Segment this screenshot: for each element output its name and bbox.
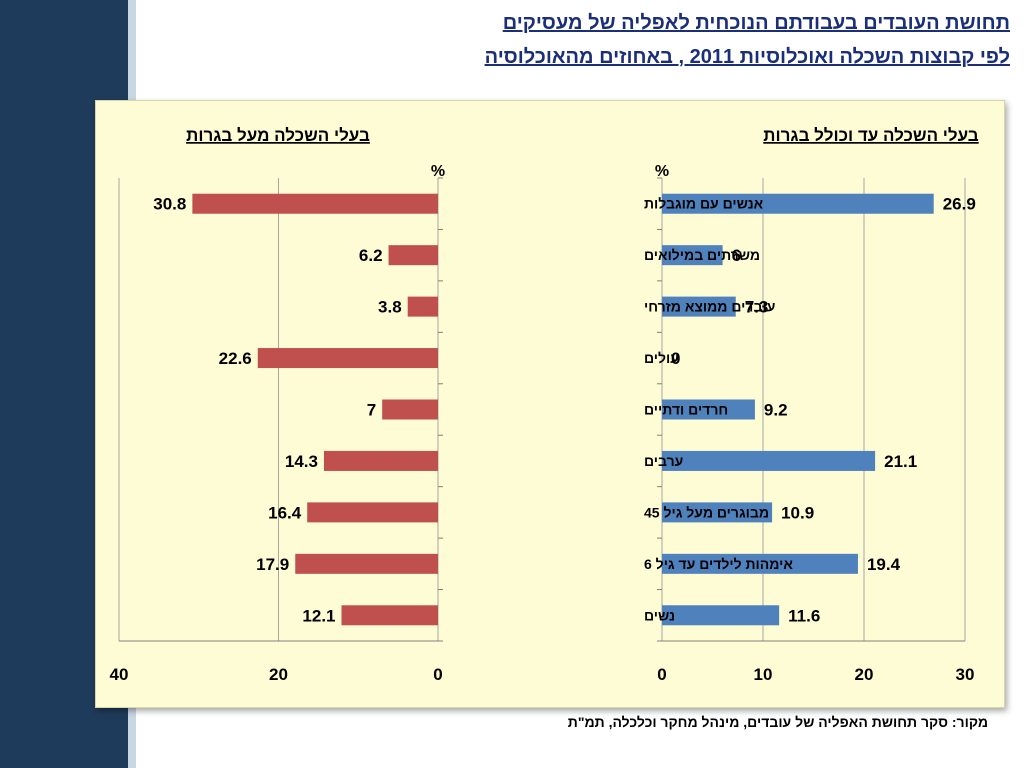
right-data-label: 7.3 (745, 298, 769, 317)
right-bar (662, 399, 755, 420)
right-bar (662, 450, 876, 471)
left-tick-label: 20 (269, 665, 288, 684)
right-data-label: 26.9 (943, 195, 976, 214)
right-data-label: 0 (671, 349, 680, 368)
left-tick-label: 0 (433, 665, 442, 684)
left-bar (295, 553, 438, 574)
left-data-label: 17.9 (256, 555, 289, 574)
right-bar (662, 502, 773, 523)
left-bar (307, 502, 438, 523)
left-bar (388, 245, 438, 266)
right-data-label: 11.6 (788, 606, 820, 625)
source-note: מקור: סקר תחושת האפליה של עובדים, מינהל … (567, 714, 988, 730)
right-tick-label: 20 (855, 665, 874, 684)
right-tick-label: 10 (754, 665, 773, 684)
left-data-label: 12.1 (302, 606, 335, 625)
left-bar (407, 296, 438, 317)
category-label: עובדים ממוצא מזרחי (644, 299, 775, 315)
right-data-label: 6 (732, 246, 741, 265)
right-unit-label: % (655, 163, 669, 180)
right-tick-label: 0 (657, 665, 666, 684)
left-tick-label: 40 (110, 665, 129, 684)
right-data-label: 9.2 (764, 401, 788, 420)
left-unit-label: % (431, 163, 445, 180)
category-label: אנשים עם מוגבלות (644, 196, 764, 212)
left-data-label: 22.6 (219, 349, 252, 368)
slide-title-line1: תחושת העובדים בעבודתם הנוכחית לאפליה של … (502, 12, 1010, 34)
right-chart-title: בעלי השכלה עד וכולל בגרות (763, 126, 979, 145)
category-label: נשים (644, 607, 675, 623)
left-data-label: 7 (367, 401, 376, 420)
right-bar (662, 245, 723, 266)
left-bar (323, 450, 438, 471)
slide-title-line2: לפי קבוצות השכלה ואוכלוסיות 2011 , באחוז… (484, 46, 1010, 68)
left-bar (257, 348, 438, 369)
right-bar (662, 553, 858, 574)
left-bar (341, 605, 438, 626)
left-chart-title: בעלי השכלה מעל בגרות (186, 126, 370, 145)
right-tick-label: 30 (956, 665, 975, 684)
chart-svg: בעלי השכלה מעל בגרות בעלי השכלה עד וכולל … (110, 126, 979, 684)
right-bar (662, 605, 780, 626)
left-bar (192, 193, 438, 214)
left-bar (382, 399, 438, 420)
left-data-label: 3.8 (378, 298, 402, 317)
category-label: מבוגרים מעל גיל 45 (644, 504, 769, 520)
category-label: אימהות לילדים עד גיל 6 (644, 556, 793, 572)
category-label: עולים (644, 350, 679, 366)
right-data-label: 10.9 (781, 503, 814, 522)
left-data-label: 16.4 (268, 503, 302, 522)
left-data-label: 6.2 (359, 246, 383, 265)
right-bar (662, 193, 934, 214)
right-data-label: 19.4 (867, 555, 901, 574)
category-label: ערבים (644, 453, 683, 469)
left-data-label: 30.8 (153, 195, 186, 214)
right-bar (662, 296, 736, 317)
chart-panel: בעלי השכלה מעל בגרות בעלי השכלה עד וכולל … (95, 100, 1005, 708)
right-data-label: 21.1 (884, 452, 917, 471)
category-label: משרתים במילואים (644, 247, 760, 263)
left-data-label: 14.3 (285, 452, 318, 471)
category-label: חרדים ודתיים (644, 402, 728, 418)
